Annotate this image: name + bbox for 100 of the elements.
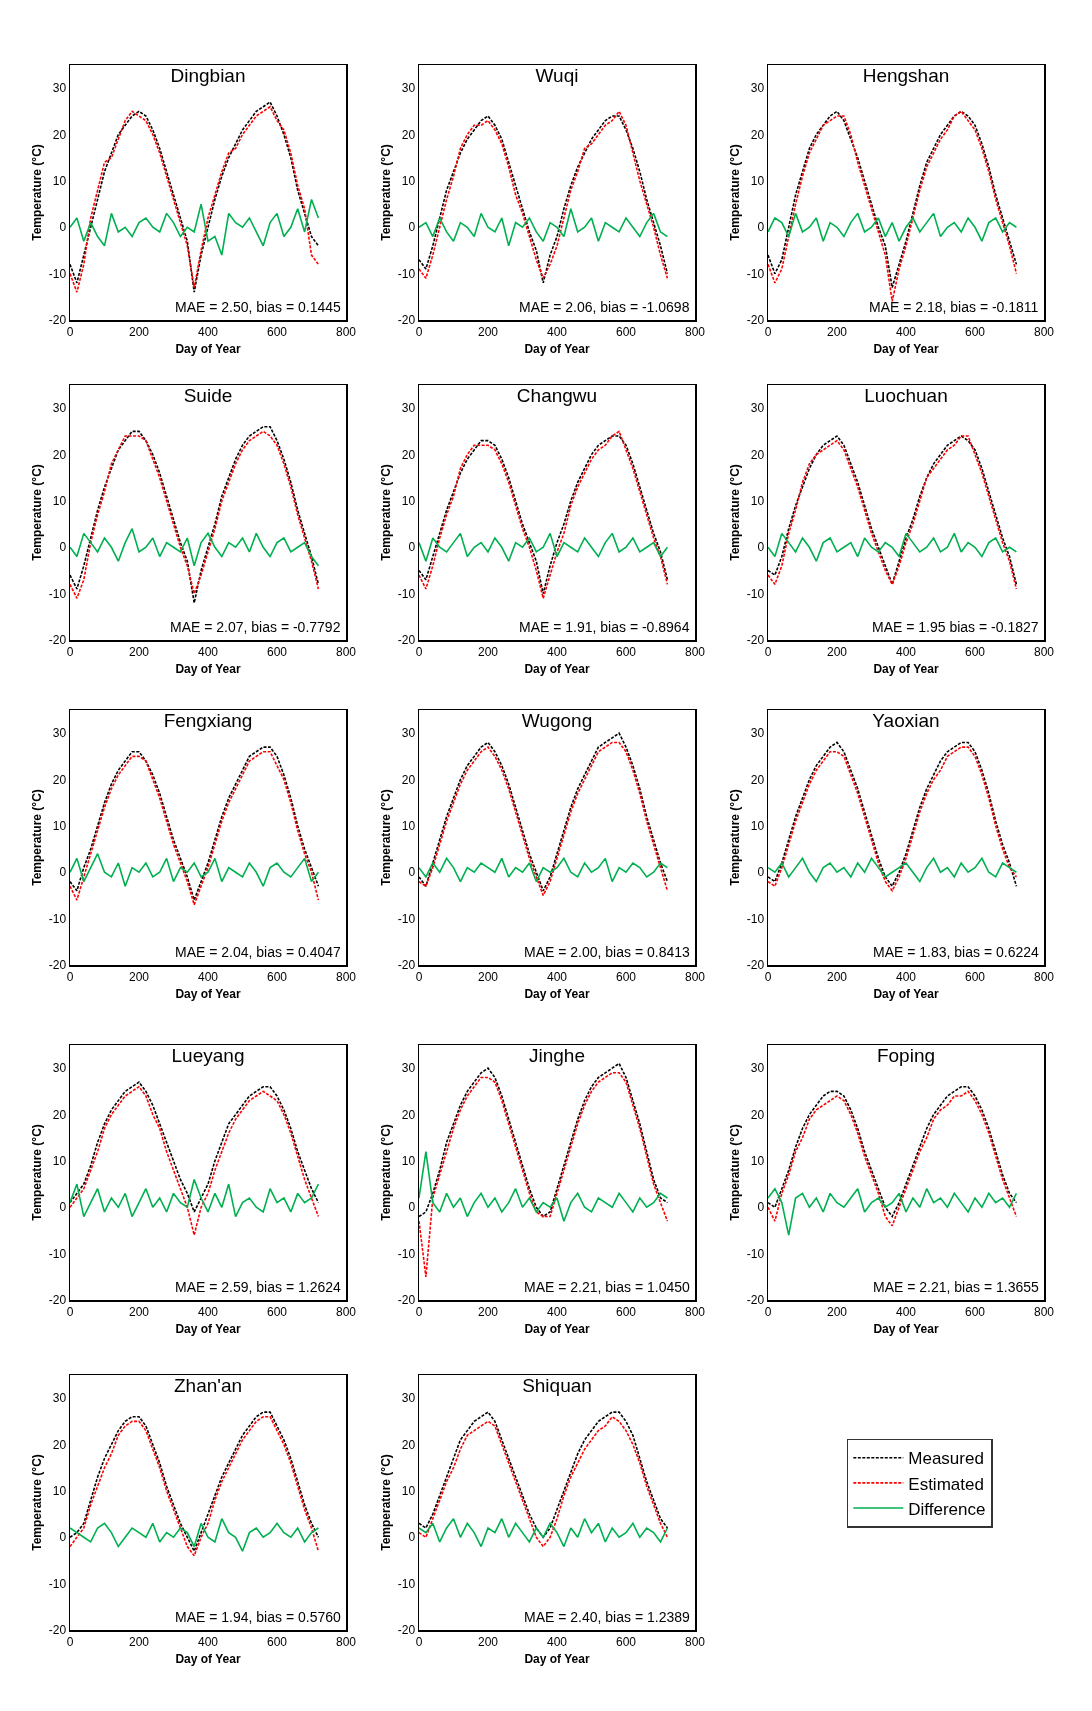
y-tick-label: 0 xyxy=(408,220,416,235)
y-tick-label: 20 xyxy=(401,772,416,787)
y-tick-label: 0 xyxy=(408,865,416,880)
chart-title: Luochuan xyxy=(864,385,948,407)
y-axis-title: Temperature (°C) xyxy=(728,144,743,241)
y-tick-label: -20 xyxy=(48,633,67,648)
x-tick-label: 800 xyxy=(335,644,357,659)
y-tick-label: 30 xyxy=(750,1061,765,1076)
y-tick-label: 10 xyxy=(750,174,765,189)
x-tick-label: 600 xyxy=(615,969,637,984)
y-tick-label: -20 xyxy=(397,633,416,648)
y-tick-label: 10 xyxy=(750,819,765,834)
x-tick-label: 600 xyxy=(615,644,637,659)
y-tick-label: 10 xyxy=(401,174,416,189)
y-tick-label: 10 xyxy=(401,1154,416,1169)
y-tick-label: 30 xyxy=(750,726,765,741)
y-tick-label: -10 xyxy=(397,586,416,601)
y-tick-label: -10 xyxy=(48,1576,67,1591)
y-tick-label: 30 xyxy=(401,81,416,96)
chart-title: Fengxiang xyxy=(163,710,253,732)
x-tick-label: 400 xyxy=(197,644,219,659)
legend-label: Difference xyxy=(908,1499,986,1519)
y-tick-label: -10 xyxy=(746,586,765,601)
y-axis-title: Temperature (°C) xyxy=(30,1124,45,1221)
x-tick-label: 600 xyxy=(266,644,288,659)
y-tick-label: -20 xyxy=(397,1293,416,1308)
x-axis-title: Day of Year xyxy=(873,661,939,676)
annotation: MAE = 1.95 bias = -0.1827 xyxy=(872,619,1039,635)
x-tick-label: 800 xyxy=(335,324,357,339)
annotation: MAE = 2.50, bias = 0.1445 xyxy=(175,299,341,315)
x-axis-title: Day of Year xyxy=(175,341,241,356)
x-tick-label: 200 xyxy=(128,324,150,339)
y-tick-label: 10 xyxy=(401,494,416,509)
x-tick-label: 800 xyxy=(1033,644,1055,659)
x-axis-title: Day of Year xyxy=(873,1321,939,1336)
x-tick-label: 200 xyxy=(477,1304,499,1319)
annotation: MAE = 1.94, bias = 0.5760 xyxy=(175,1609,341,1625)
y-tick-label: 0 xyxy=(757,1200,765,1215)
x-tick-label: 200 xyxy=(477,644,499,659)
x-tick-label: 400 xyxy=(546,324,568,339)
y-axis-title: Temperature (°C) xyxy=(728,789,743,886)
y-tick-label: 10 xyxy=(750,494,765,509)
y-tick-label: 30 xyxy=(52,401,67,416)
x-tick-label: 200 xyxy=(826,969,848,984)
chart-title: Suide xyxy=(183,385,233,407)
x-axis-title: Day of Year xyxy=(524,661,590,676)
x-tick-label: 800 xyxy=(1033,969,1055,984)
y-tick-label: 10 xyxy=(750,1154,765,1169)
annotation: MAE = 2.00, bias = 0.8413 xyxy=(524,944,690,960)
annotation: MAE = 2.21, bias = 1.3655 xyxy=(873,1279,1039,1295)
x-tick-label: 400 xyxy=(197,969,219,984)
y-tick-label: 30 xyxy=(401,1391,416,1406)
y-tick-label: 20 xyxy=(52,127,67,142)
chart-title: Wuqi xyxy=(535,65,579,87)
y-tick-label: 20 xyxy=(52,772,67,787)
y-tick-label: 10 xyxy=(52,1484,67,1499)
y-tick-label: 30 xyxy=(401,1061,416,1076)
chart-title: Yaoxian xyxy=(872,710,940,732)
y-tick-label: -10 xyxy=(48,266,67,281)
y-tick-label: -20 xyxy=(746,313,765,328)
legend-label: Estimated xyxy=(908,1474,984,1494)
x-axis-title: Day of Year xyxy=(873,986,939,1001)
line-series xyxy=(419,1517,669,1548)
line-series xyxy=(768,532,1018,562)
y-tick-label: 0 xyxy=(408,1200,416,1215)
line-series xyxy=(768,1187,1018,1236)
line-series xyxy=(70,527,320,567)
y-tick-label: 10 xyxy=(52,819,67,834)
line-series xyxy=(419,1072,669,1278)
chart-title: Hengshan xyxy=(862,65,950,87)
x-tick-label: 200 xyxy=(128,1634,150,1649)
annotation: MAE = 1.83, bias = 0.6224 xyxy=(873,944,1039,960)
y-tick-label: 10 xyxy=(401,819,416,834)
y-tick-label: -10 xyxy=(48,586,67,601)
x-tick-label: 800 xyxy=(684,1304,706,1319)
y-tick-label: 30 xyxy=(52,1061,67,1076)
annotation: MAE = 2.07, bias = -0.7792 xyxy=(170,619,341,635)
y-tick-label: 0 xyxy=(757,865,765,880)
y-tick-label: -20 xyxy=(397,313,416,328)
x-tick-label: 200 xyxy=(826,1304,848,1319)
y-tick-label: 20 xyxy=(401,447,416,462)
chart-title: Foping xyxy=(876,1045,936,1067)
line-series xyxy=(70,852,320,887)
y-tick-label: -10 xyxy=(746,1246,765,1261)
chart-title: Wugong xyxy=(521,710,593,732)
x-tick-label: 800 xyxy=(684,324,706,339)
y-tick-label: -20 xyxy=(746,958,765,973)
line-series xyxy=(70,1085,320,1236)
y-tick-label: 10 xyxy=(52,494,67,509)
chart-title: Dingbian xyxy=(170,65,246,87)
x-tick-label: 800 xyxy=(335,1634,357,1649)
y-tick-label: -20 xyxy=(48,1293,67,1308)
y-tick-label: -20 xyxy=(48,1623,67,1638)
y-tick-label: 0 xyxy=(59,540,67,555)
y-tick-label: 0 xyxy=(59,220,67,235)
y-tick-label: 30 xyxy=(52,1391,67,1406)
y-tick-label: 0 xyxy=(757,220,765,235)
y-tick-label: 30 xyxy=(52,81,67,96)
y-axis-title: Temperature (°C) xyxy=(379,144,394,241)
x-tick-label: 400 xyxy=(546,1634,568,1649)
